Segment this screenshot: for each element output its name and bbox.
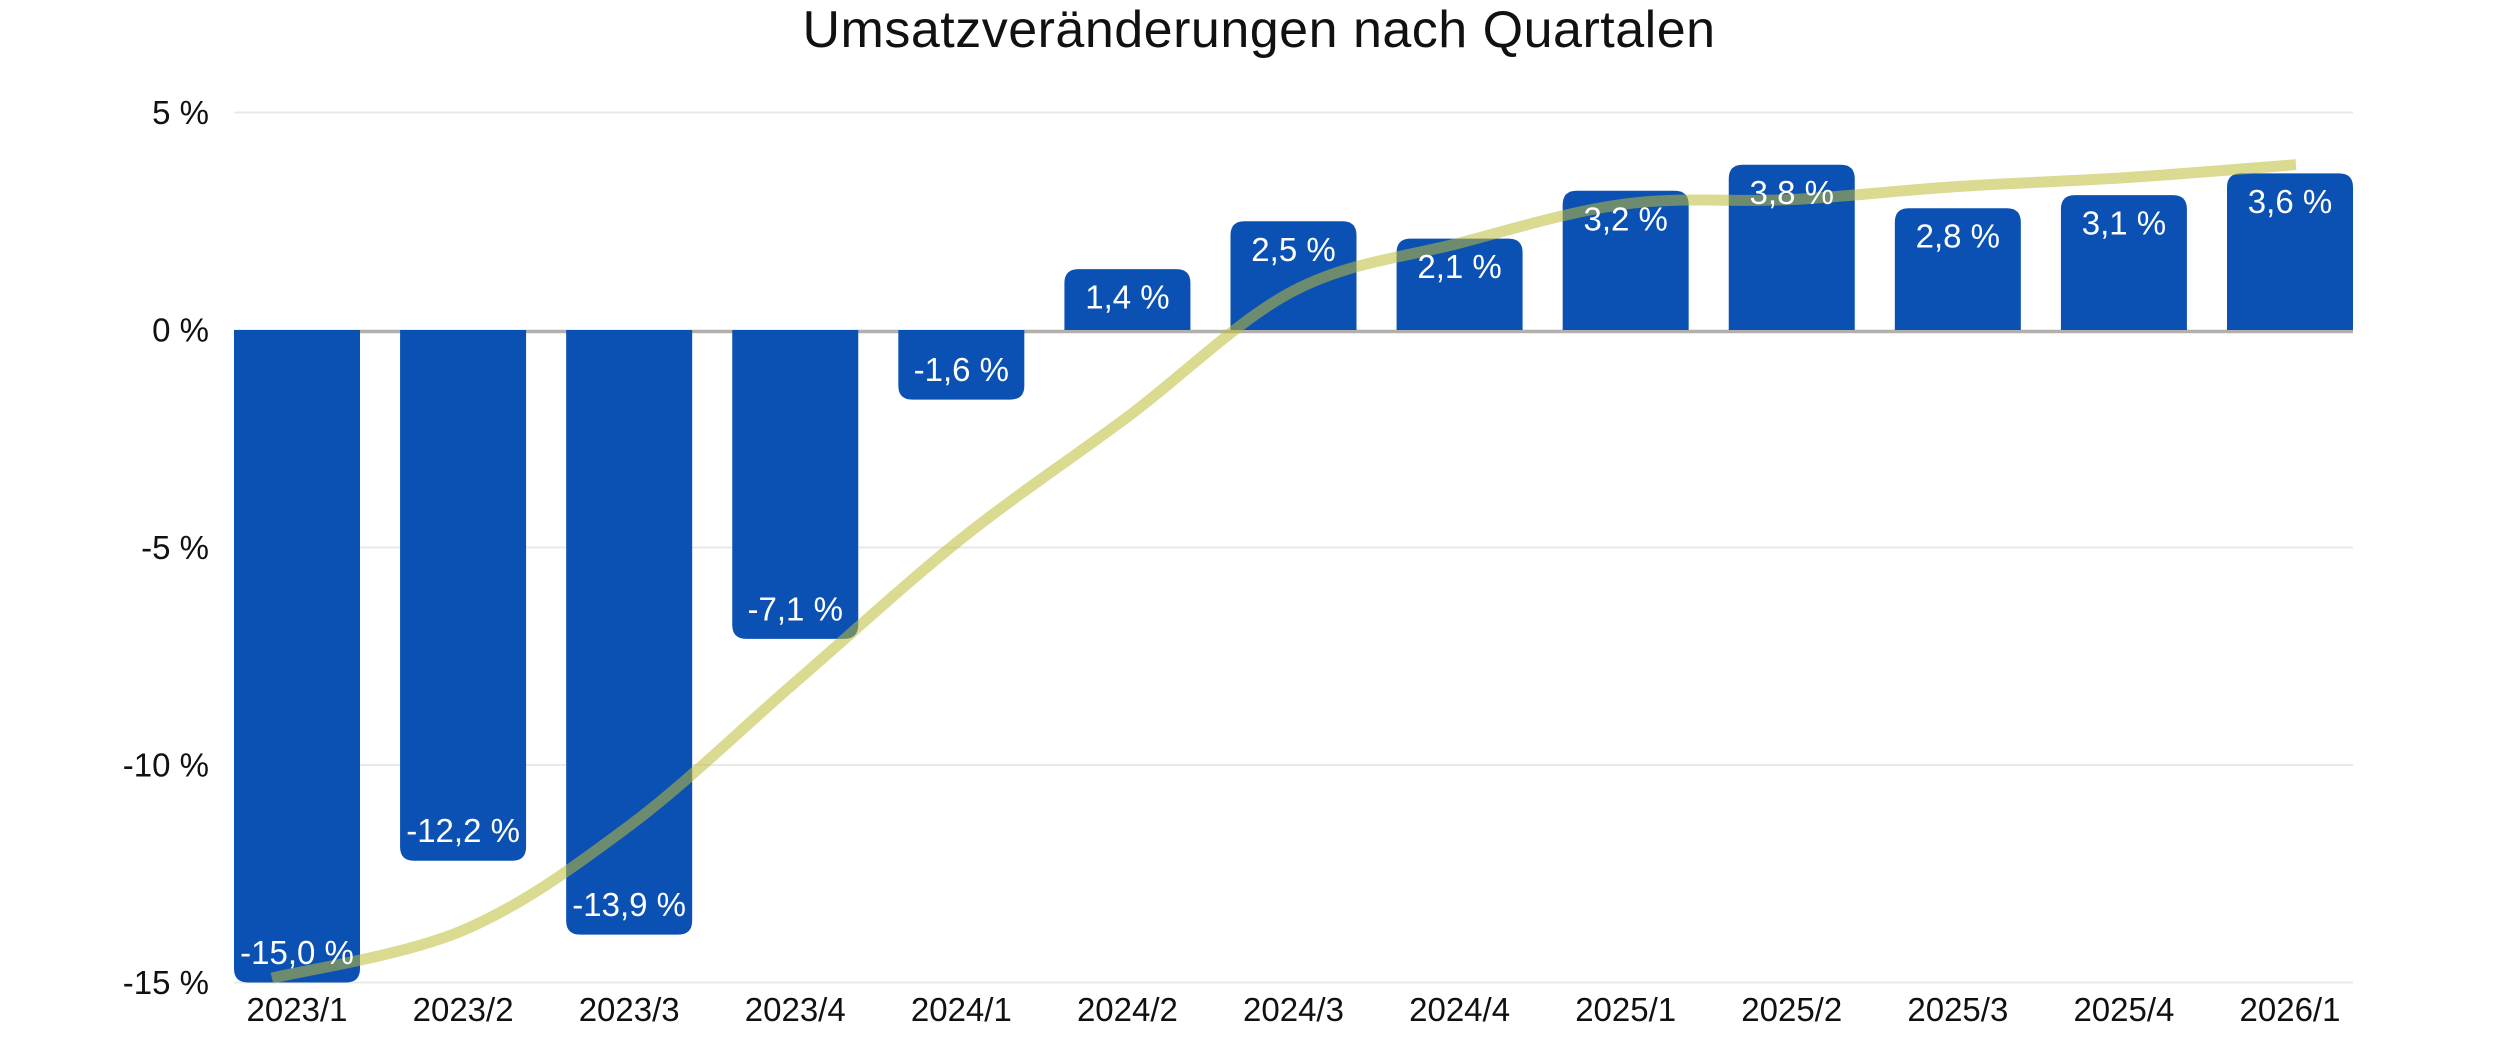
trend-line <box>270 159 2297 984</box>
bar-value-label: 3,8 % <box>1750 174 1834 211</box>
bar-series <box>234 164 2353 983</box>
bar-value-label: -13,9 % <box>572 886 686 923</box>
bar-value-label: 1,4 % <box>1085 279 1169 316</box>
bar-value-label: 3,1 % <box>2082 205 2166 242</box>
x-tick-label: 2025/3 <box>1907 991 2008 1028</box>
bar-value-label: -7,1 % <box>748 590 843 627</box>
bar-value-label: -15,0 % <box>240 934 354 971</box>
bar <box>566 330 693 935</box>
y-tick-label: -15 % <box>123 964 209 1001</box>
x-tick-label: 2025/1 <box>1575 991 1676 1028</box>
bar <box>1562 190 1689 330</box>
bar <box>1894 208 2021 330</box>
x-tick-label: 2023/3 <box>579 991 680 1028</box>
bar <box>234 330 360 983</box>
x-tick-label: 2024/3 <box>1243 991 1344 1028</box>
x-tick-label: 2025/4 <box>2073 991 2174 1028</box>
y-tick-label: 5 % <box>152 94 209 131</box>
bar <box>1230 221 1357 330</box>
bar-value-label: 3,2 % <box>1583 200 1667 237</box>
y-tick-label: -5 % <box>141 529 209 566</box>
x-tick-label: 2023/2 <box>413 991 514 1028</box>
x-tick-label: 2025/2 <box>1741 991 1842 1028</box>
x-tick-label: 2024/4 <box>1409 991 1510 1028</box>
bar <box>1396 238 1523 330</box>
bar-value-labels: -15,0 % -12,2 % -13,9 % -7,1 % -1,6 % 1,4 % 2,… <box>240 174 2332 971</box>
bar <box>732 330 859 639</box>
bar <box>400 330 527 861</box>
x-tick-label: 2023/4 <box>745 991 846 1028</box>
bar <box>2060 195 2187 330</box>
y-axis-tick-labels: 5 % 0 % -5 % -10 % -15 % <box>123 94 209 1001</box>
x-tick-label: 2024/2 <box>1077 991 1178 1028</box>
x-tick-label: 2024/1 <box>911 991 1012 1028</box>
x-tick-label: 2023/1 <box>247 991 348 1028</box>
bar-value-label: -1,6 % <box>914 351 1009 388</box>
bar <box>2226 173 2353 330</box>
bar-value-label: 3,6 % <box>2248 183 2332 220</box>
y-tick-label: -10 % <box>123 747 209 784</box>
y-tick-label: 0 % <box>152 312 209 349</box>
x-axis-tick-labels: 2023/1 2023/2 2023/3 2023/4 2024/1 2024/2 2024… <box>247 991 2341 1028</box>
bar-value-label: 2,1 % <box>1417 248 1501 285</box>
x-tick-label: 2026/1 <box>2240 991 2341 1028</box>
bar-value-label: 2,8 % <box>1916 218 2000 255</box>
bar <box>1728 164 1855 330</box>
bar-value-label: 2,5 % <box>1251 231 1335 268</box>
chart-title: Umsatzveränderungen nach Quartalen <box>802 1 1715 59</box>
bar-value-label: -12,2 % <box>406 812 520 849</box>
bar <box>1064 269 1191 330</box>
bar <box>898 330 1025 400</box>
